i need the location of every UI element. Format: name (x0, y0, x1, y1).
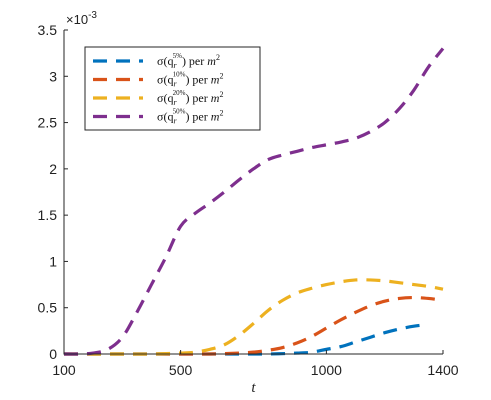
x-tick-label: 1000 (311, 362, 342, 378)
y-exponent-power: -3 (88, 10, 97, 21)
series-line-1 (63, 322, 429, 356)
series-line-3 (63, 278, 444, 356)
y-axis-exponent: ×10-3 (66, 10, 97, 27)
legend-entry-1: σ(qr5%) per m2 (157, 52, 220, 70)
legend-entry-2: σ(qr10%) per m2 (157, 71, 223, 89)
x-axis-label: t (251, 380, 256, 396)
x-axis: 100 500 1000 1400 (52, 350, 459, 378)
legend-entry-3: σ(qr20%) per m2 (157, 89, 223, 107)
legend-box (84, 46, 261, 131)
y-exponent-base: ×10 (66, 12, 88, 27)
x-tick-label: 1400 (427, 362, 458, 378)
y-tick-label: 1 (49, 253, 57, 269)
y-tick-label: 3.5 (38, 22, 58, 38)
y-tick-label: 2 (49, 161, 57, 177)
y-tick-label: 1.5 (38, 207, 58, 223)
y-tick-label: 0 (49, 346, 57, 362)
legend: σ(qr5%) per m2σ(qr10%) per m2σ(qr20%) pe… (84, 46, 261, 131)
legend-entry-4: σ(qr50%) per m2 (157, 108, 223, 126)
y-tick-label: 3 (49, 68, 57, 84)
y-tick-label: 0.5 (38, 300, 58, 316)
y-axis: 0 0.5 1 1.5 2 2.5 3 3.5 (38, 22, 68, 362)
x-tick-label: 500 (169, 362, 193, 378)
x-tick-label: 100 (52, 362, 76, 378)
series-line-4 (63, 47, 445, 356)
y-tick-label: 2.5 (38, 115, 58, 131)
